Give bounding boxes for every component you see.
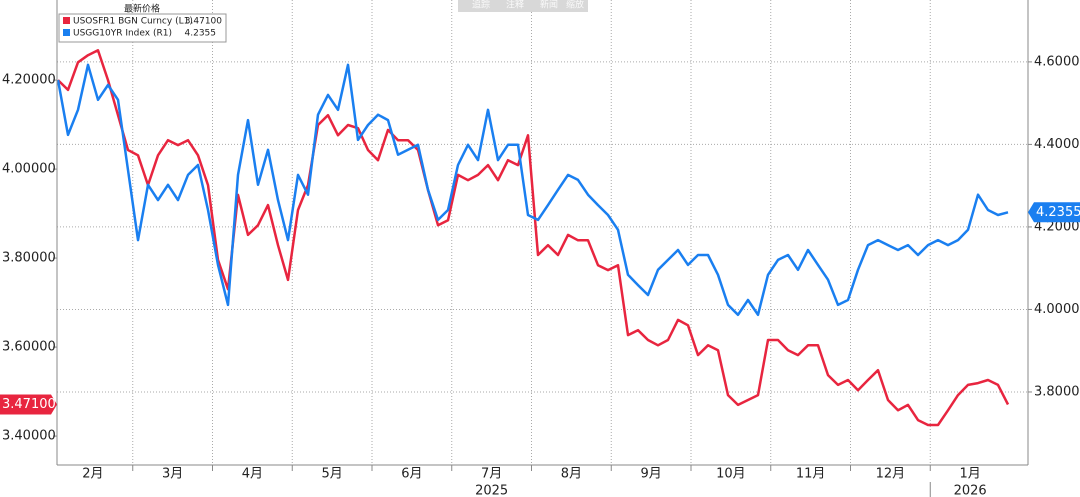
toolbar-item[interactable]: 缩放 bbox=[566, 0, 584, 11]
y-tick-label: 3.40000 bbox=[2, 429, 56, 444]
y2-tick-label: 4.2000 bbox=[1034, 219, 1080, 234]
x-tick-label: 11月 bbox=[796, 467, 826, 482]
x-tick-label: 6月 bbox=[401, 467, 422, 482]
last-value-box bbox=[0, 394, 57, 415]
y2-tick-label: 4.0000 bbox=[1034, 302, 1080, 317]
x-tick-label: 3月 bbox=[162, 467, 183, 482]
y-tick-label: 3.60000 bbox=[2, 340, 56, 355]
y2-tick-label: 4.6000 bbox=[1034, 54, 1080, 69]
legend-swatch bbox=[63, 17, 70, 24]
legend: 最新价格 USOSFR1 BGN Curncy (L1) 3.47100 USG… bbox=[58, 3, 227, 43]
x-tick-label: 2月 bbox=[82, 467, 103, 482]
y-tick-label: 4.20000 bbox=[2, 73, 56, 88]
series-line bbox=[57, 49, 1010, 427]
y-tick-label: 4.00000 bbox=[2, 162, 56, 177]
last-value-label: 3.47100 bbox=[2, 397, 56, 412]
toolbar-item[interactable]: 新闻 bbox=[540, 0, 558, 11]
legend-value: 3.47100 bbox=[185, 17, 222, 27]
year-label: 2025 bbox=[475, 484, 508, 497]
toolbar-item[interactable]: 追踪 bbox=[472, 0, 490, 11]
x-tick-label: 7月 bbox=[481, 467, 502, 482]
legend-label: USOSFR1 BGN Curncy (L1) bbox=[73, 17, 193, 27]
x-tick-label: 9月 bbox=[640, 467, 661, 482]
series-line bbox=[56, 63, 1009, 317]
legend-swatch bbox=[63, 29, 70, 36]
legend-title: 最新价格 bbox=[124, 3, 160, 15]
x-tick-label: 5月 bbox=[321, 467, 342, 482]
x-tick-label: 8月 bbox=[561, 467, 582, 482]
toolbar[interactable] bbox=[458, 0, 588, 12]
legend-box bbox=[58, 13, 227, 43]
y2-tick-label: 3.8000 bbox=[1034, 384, 1080, 399]
x-tick-label: 10月 bbox=[716, 467, 746, 482]
legend-value: 4.2355 bbox=[185, 29, 217, 39]
legend-label: USGG10YR Index (R1) bbox=[73, 29, 172, 39]
x-tick-label: 4月 bbox=[242, 467, 263, 482]
x-tick-label: 1月 bbox=[959, 467, 980, 482]
y2-tick-label: 4.4000 bbox=[1034, 137, 1080, 152]
x-tick-label: 12月 bbox=[876, 467, 906, 482]
last-value-box bbox=[1028, 202, 1080, 223]
last-value-label: 4.2355 bbox=[1036, 205, 1080, 220]
y-tick-label: 3.80000 bbox=[2, 251, 56, 266]
year-label: 2026 bbox=[954, 484, 987, 497]
toolbar-item[interactable]: 注释 bbox=[506, 0, 524, 11]
